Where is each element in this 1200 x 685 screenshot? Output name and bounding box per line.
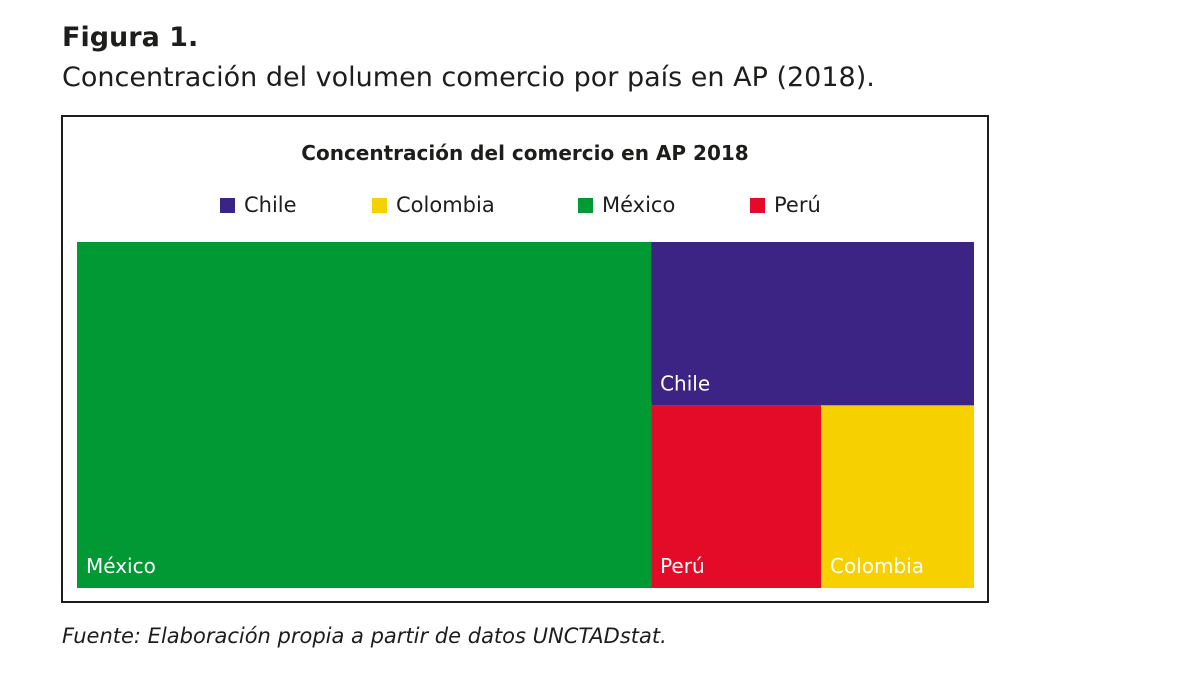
legend-item-peru: Perú: [750, 193, 821, 217]
legend-swatch-peru: [750, 197, 765, 213]
tile-label-mexico: México: [86, 554, 156, 578]
source-note: Fuente: Elaboración propia a partir de d…: [62, 624, 667, 648]
legend-label-peru: Perú: [774, 193, 821, 217]
tile-label-colombia: Colombia: [830, 554, 924, 578]
legend-swatch-chile: [220, 197, 235, 213]
figure-caption: Concentración del volumen comercio por p…: [62, 62, 875, 93]
chart-title: Concentración del comercio en AP 2018: [301, 141, 749, 165]
legend-label-mexico: México: [602, 193, 676, 217]
legend-item-mexico: México: [578, 193, 675, 217]
chart-frame: Concentración del comercio en AP 2018 Ch…: [61, 115, 989, 603]
legend-swatch-colombia: [372, 197, 387, 213]
figure-label: Figura 1.: [62, 22, 199, 53]
legend-swatch-mexico: [578, 197, 593, 213]
legend-item-colombia: Colombia: [372, 193, 495, 217]
tile-chile: [651, 242, 974, 406]
tile-mexico: [77, 242, 652, 588]
tile-label-peru: Perú: [660, 554, 705, 578]
treemap-plot: México Chile Perú Colombia: [77, 242, 974, 588]
legend-item-chile: Chile: [220, 193, 297, 217]
tile-label-chile: Chile: [660, 371, 710, 395]
tile-peru: [651, 405, 822, 588]
tile-colombia: [821, 405, 974, 588]
legend-label-colombia: Colombia: [396, 193, 495, 217]
legend-label-chile: Chile: [244, 193, 297, 217]
